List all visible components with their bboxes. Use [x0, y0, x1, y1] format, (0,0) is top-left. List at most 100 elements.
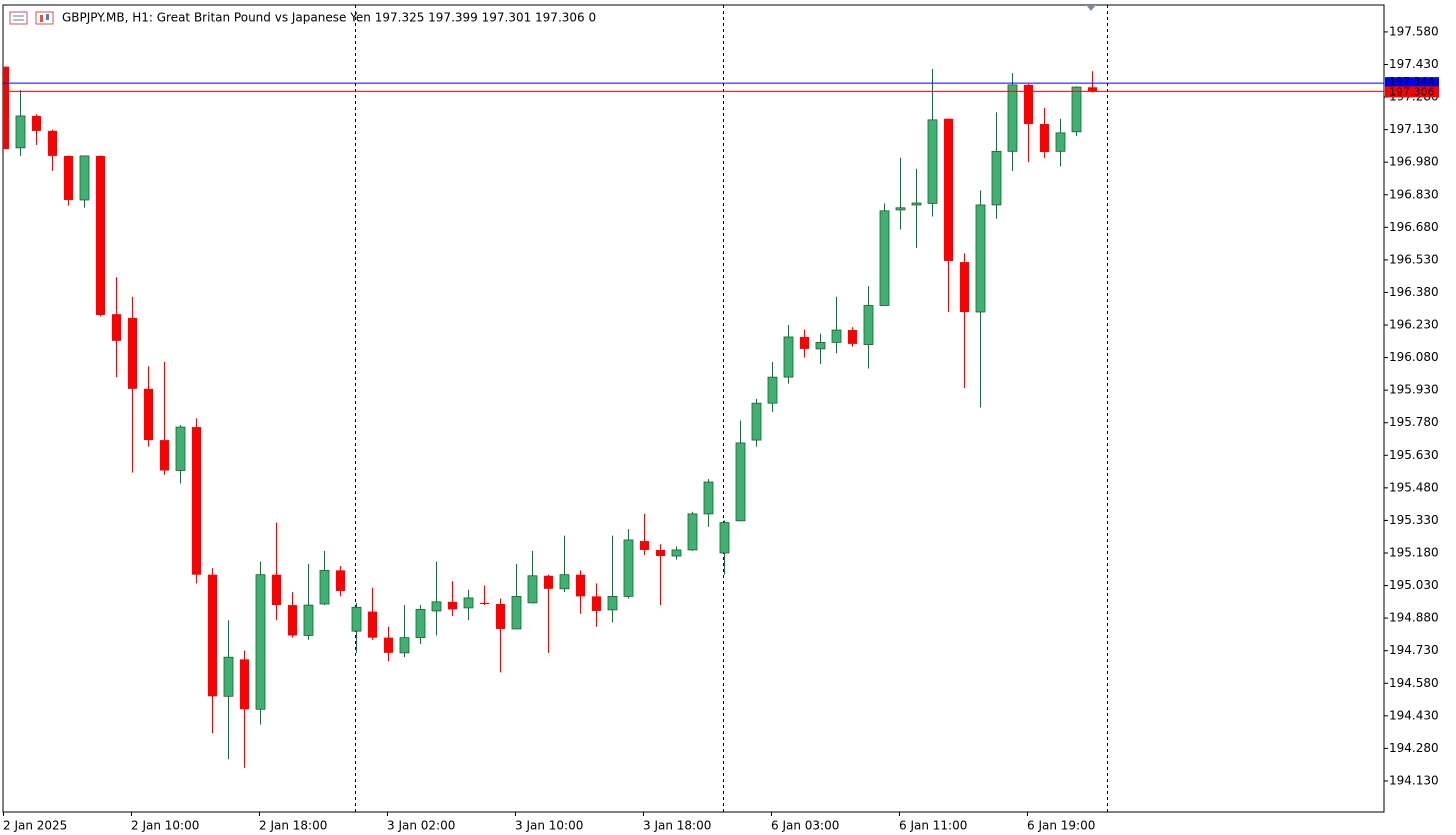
y-tick-label: 196.230: [1389, 318, 1439, 332]
candle-body: [656, 549, 665, 557]
y-tick-label: 195.030: [1389, 578, 1439, 592]
candle-body: [911, 202, 922, 206]
candle-body: [303, 604, 314, 636]
candle-body: [431, 601, 442, 612]
candle-body: [208, 574, 217, 697]
ask-label-box: [1385, 77, 1439, 89]
icon: [46, 14, 49, 20]
candle-body: [399, 637, 410, 654]
candle-body: [415, 609, 426, 639]
candle-body: [496, 604, 505, 629]
y-tick-label: 194.280: [1389, 741, 1439, 755]
candle-body: [128, 317, 137, 389]
y-tick-label: 197.130: [1389, 122, 1439, 136]
y-tick-label: 194.730: [1389, 643, 1439, 657]
y-tick-label: 196.080: [1389, 350, 1439, 364]
y-tick-label: 196.980: [1389, 155, 1439, 169]
bid-label: 197.306: [1389, 85, 1435, 98]
y-tick-label: 196.380: [1389, 285, 1439, 299]
x-tick-label: 3 Jan 02:00: [387, 819, 455, 833]
y-tick-label: 194.580: [1389, 676, 1439, 690]
y-tick-label: 194.130: [1389, 773, 1439, 787]
candle-body: [288, 605, 297, 636]
candle-body: [640, 541, 649, 550]
candle-body: [1071, 86, 1082, 133]
x-tick-label: 3 Jan 10:00: [515, 819, 583, 833]
y-tick-label: 195.780: [1389, 415, 1439, 429]
candle-body: [351, 606, 362, 632]
candle-body: [223, 656, 234, 697]
candle-body: [144, 388, 153, 441]
candle-body: [751, 402, 762, 441]
candle-body: [687, 513, 698, 551]
candle-body: [671, 549, 682, 557]
candle-body: [831, 329, 842, 343]
candle-body: [719, 522, 730, 554]
candle-body: [1055, 132, 1066, 152]
candle-body: [255, 574, 266, 710]
candle-body: [735, 442, 746, 522]
candle-body: [1007, 84, 1018, 152]
y-tick-label: 195.630: [1389, 448, 1439, 462]
icon: [40, 15, 43, 22]
candle-body: [192, 427, 201, 575]
candle-body: [96, 155, 105, 316]
y-tick-label: 195.180: [1389, 545, 1439, 559]
candle-body: [240, 659, 249, 710]
candle-body: [160, 440, 169, 471]
candle-body: [848, 330, 857, 344]
candle-body: [703, 481, 714, 515]
candle-body: [623, 539, 634, 597]
candle-body: [48, 130, 57, 156]
candle-body: [79, 155, 90, 201]
candle-body: [480, 602, 489, 605]
x-tick-label: 3 Jan 18:00: [643, 819, 711, 833]
ask-label: 197.344: [1389, 75, 1435, 88]
candle-body: [544, 575, 553, 589]
candle-body: [1040, 123, 1049, 152]
candle-body: [112, 314, 121, 341]
shift-marker: [1086, 5, 1096, 11]
icon: [9, 11, 28, 25]
candle-body: [384, 637, 393, 653]
candle-body: [863, 305, 874, 345]
toolbar-icons: [9, 11, 54, 25]
candle-body: [800, 336, 809, 349]
x-tick-label: 6 Jan 19:00: [1027, 819, 1095, 833]
candle-body: [175, 426, 186, 471]
y-tick-label: 197.580: [1389, 24, 1439, 38]
candle-body: [448, 601, 457, 610]
candle-body: [3, 66, 9, 150]
candle-body: [991, 150, 1002, 206]
candle-body: [368, 611, 377, 638]
y-tick-label: 194.430: [1389, 708, 1439, 722]
candle-body: [592, 596, 601, 611]
candle-body: [607, 596, 618, 611]
candle-body: [975, 204, 986, 313]
candle-body: [64, 155, 73, 200]
candle-body: [879, 210, 890, 306]
candle-body: [15, 115, 26, 149]
candle-body: [960, 262, 969, 312]
x-tick-label: 2 Jan 10:00: [131, 819, 199, 833]
y-tick-label: 195.930: [1389, 383, 1439, 397]
y-tick-label: 196.680: [1389, 220, 1439, 234]
y-tick-label: 196.530: [1389, 252, 1439, 266]
candle-body: [815, 341, 826, 350]
candle-body: [272, 574, 281, 606]
candle-body: [927, 119, 938, 204]
chart-title: GBPJPY.MB, H1: Great Britan Pound vs Jap…: [62, 11, 596, 25]
candle-body: [1024, 84, 1033, 124]
x-tick-label: 6 Jan 11:00: [899, 819, 967, 833]
icon: [35, 11, 54, 25]
candle-body: [463, 597, 474, 609]
x-tick-label: 2 Jan 2025: [3, 819, 67, 833]
bid-label-box: [1385, 86, 1439, 98]
y-tick-label: 195.330: [1389, 513, 1439, 527]
candle-body: [576, 574, 585, 597]
candle-body: [895, 207, 906, 211]
candle-body: [767, 376, 778, 404]
candle-body: [559, 574, 570, 590]
y-tick-label: 197.430: [1389, 57, 1439, 71]
candle-body: [336, 570, 345, 591]
